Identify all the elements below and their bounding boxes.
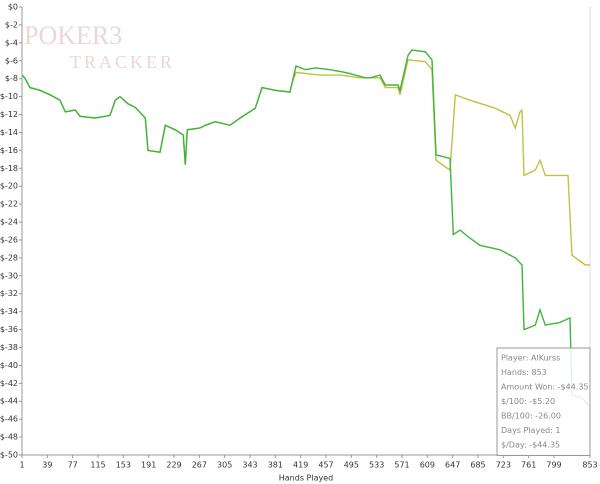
y-tick-label: $0 [8, 3, 18, 12]
y-tick-label: $-30 [0, 271, 18, 280]
y-tick-label: $-44 [0, 397, 18, 406]
info-line: $/100: -$5.20 [501, 397, 555, 406]
x-tick-label: 723 [496, 461, 511, 470]
series-line [21, 49, 591, 406]
y-tick-label: $-22 [0, 200, 18, 209]
y-tick-label: $-14 [0, 128, 18, 137]
y-tick-label: $-48 [0, 433, 18, 442]
x-axis-label: Hands Played [279, 474, 333, 483]
x-tick-label: 457 [318, 461, 333, 470]
y-tick-label: $-10 [0, 92, 18, 101]
x-tick-label: 343 [242, 461, 257, 470]
info-line: Days Played: 1 [501, 426, 561, 435]
x-tick-label: 419 [293, 461, 308, 470]
y-tick-label: $-4 [5, 38, 18, 47]
x-tick-label: 39 [42, 461, 52, 470]
x-tick-label: 1 [19, 461, 24, 470]
y-tick-label: $-38 [0, 343, 18, 352]
y-tick-label: $-24 [0, 218, 18, 227]
y-tick-label: $-6 [5, 56, 18, 65]
y-tick-label: $-16 [0, 146, 18, 155]
y-tick-label: $-46 [0, 415, 18, 424]
y-tick-label: $-12 [0, 110, 18, 119]
x-tick-label: 571 [394, 461, 409, 470]
x-tick-label: 267 [192, 461, 207, 470]
x-tick-label: 799 [546, 461, 561, 470]
x-tick-label: 153 [116, 461, 131, 470]
y-tick-label: $-28 [0, 253, 18, 262]
y-tick-label: $-36 [0, 325, 18, 334]
x-tick-label: 77 [68, 461, 78, 470]
x-tick-label: 381 [268, 461, 283, 470]
info-line: BB/100: -26.00 [501, 412, 561, 421]
y-tick-label: $-40 [0, 361, 18, 370]
info-line: Hands: 853 [501, 368, 547, 377]
x-tick-label: 191 [141, 461, 156, 470]
info-line: Player: AlKurss [501, 354, 560, 363]
y-tick-label: $-20 [0, 182, 18, 191]
x-tick-label: 853 [582, 461, 597, 470]
x-tick-label: 229 [166, 461, 181, 470]
y-tick-label: $-2 [5, 20, 18, 29]
info-line: Amount Won: -$44.35 [501, 383, 589, 392]
y-tick-label: $-50 [0, 451, 18, 460]
x-tick-label: 115 [90, 461, 105, 470]
info-line: $/Day: -$44.35 [501, 441, 560, 450]
x-tick-label: 647 [445, 461, 460, 470]
x-tick-label: 533 [369, 461, 384, 470]
y-tick-label: $-34 [0, 307, 18, 316]
y-tick-label: $-8 [5, 74, 18, 83]
x-tick-label: 609 [420, 461, 435, 470]
y-tick-label: $-42 [0, 379, 18, 388]
y-tick-label: $-32 [0, 289, 18, 298]
watermark: POKER3 [24, 21, 122, 50]
info-box [496, 347, 591, 456]
x-tick-label: 305 [217, 461, 232, 470]
y-tick-label: $-18 [0, 164, 18, 173]
x-tick-label: 685 [470, 461, 485, 470]
watermark: TRACKER [70, 52, 175, 72]
x-tick-label: 495 [344, 461, 359, 470]
x-tick-label: 761 [521, 461, 536, 470]
y-tick-label: $-26 [0, 235, 18, 244]
